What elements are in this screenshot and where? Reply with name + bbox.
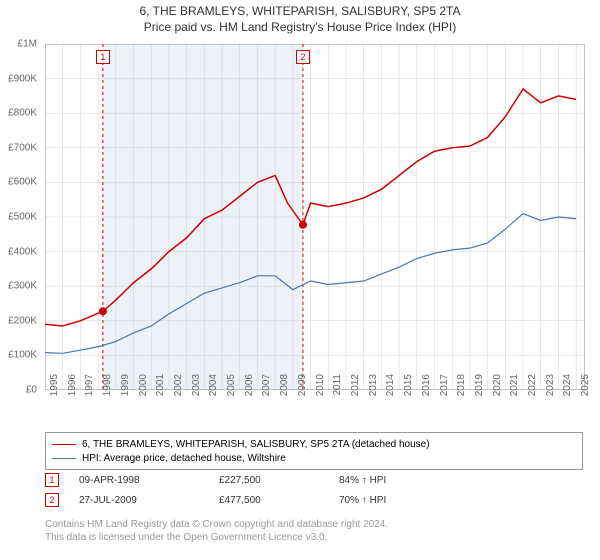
x-axis-label: 2022	[527, 374, 538, 404]
y-axis-label: £300K	[0, 281, 37, 292]
chart-marker-1: 1	[96, 50, 110, 64]
sale-price: £477,500	[219, 495, 339, 506]
x-axis-label: 2008	[279, 374, 290, 404]
x-axis-label: 1998	[102, 374, 113, 404]
x-axis-label: 2024	[562, 374, 573, 404]
y-axis-label: £0	[0, 385, 37, 396]
chart-marker-2: 2	[296, 50, 310, 64]
x-axis-label: 1996	[67, 374, 78, 404]
title-block: 6, THE BRAMLEYS, WHITEPARISH, SALISBURY,…	[0, 0, 600, 34]
legend-label: HPI: Average price, detached house, Wilt…	[82, 453, 286, 464]
x-axis-label: 2021	[509, 374, 520, 404]
chart-subtitle: Price paid vs. HM Land Registry's House …	[0, 20, 600, 34]
y-axis-label: £500K	[0, 212, 37, 223]
footer-line1: Contains HM Land Registry data © Crown c…	[45, 518, 388, 531]
sale-date: 09-APR-1998	[79, 475, 219, 486]
x-axis-label: 2003	[191, 374, 202, 404]
x-axis-label: 1997	[84, 374, 95, 404]
sales-table: 1 09-APR-1998£227,50084% ↑ HPI 2 27-JUL-200…	[45, 470, 459, 510]
x-axis-label: 2006	[244, 374, 255, 404]
chart-title: 6, THE BRAMLEYS, WHITEPARISH, SALISBURY,…	[0, 4, 600, 18]
x-axis-label: 2012	[350, 374, 361, 404]
legend-item: 6, THE BRAMLEYS, WHITEPARISH, SALISBURY,…	[52, 437, 576, 451]
chart-svg	[45, 44, 585, 390]
legend-color-line	[52, 444, 76, 445]
y-axis-label: £1M	[0, 39, 37, 50]
chart-area: £0£100K£200K£300K£400K£500K£600K£700K£80…	[45, 44, 585, 390]
y-axis-label: £800K	[0, 108, 37, 119]
legend-item: HPI: Average price, detached house, Wilt…	[52, 451, 576, 465]
x-axis-label: 2013	[368, 374, 379, 404]
y-axis-label: £900K	[0, 73, 37, 84]
x-axis-label: 2019	[474, 374, 485, 404]
sale-row: 2 27-JUL-2009£477,50070% ↑ HPI	[45, 490, 459, 510]
x-axis-label: 2014	[385, 374, 396, 404]
x-axis-label: 2000	[138, 374, 149, 404]
sale-pct: 70% ↑ HPI	[339, 495, 459, 506]
x-axis-label: 2010	[315, 374, 326, 404]
x-axis-label: 1995	[49, 374, 60, 404]
x-axis-label: 2001	[155, 374, 166, 404]
sale-marker: 1	[45, 473, 59, 487]
y-axis-label: £100K	[0, 350, 37, 361]
x-axis-label: 2017	[439, 374, 450, 404]
x-axis-label: 2005	[226, 374, 237, 404]
legend-color-line	[52, 458, 76, 459]
x-axis-label: 2023	[545, 374, 556, 404]
x-axis-label: 2015	[403, 374, 414, 404]
x-axis-label: 2009	[297, 374, 308, 404]
x-axis-label: 2018	[456, 374, 467, 404]
sale-price: £227,500	[219, 475, 339, 486]
footer: Contains HM Land Registry data © Crown c…	[45, 518, 388, 544]
x-axis-label: 2007	[261, 374, 272, 404]
x-axis-label: 2025	[580, 374, 591, 404]
legend-label: 6, THE BRAMLEYS, WHITEPARISH, SALISBURY,…	[82, 439, 430, 450]
chart-container: 6, THE BRAMLEYS, WHITEPARISH, SALISBURY,…	[0, 0, 600, 560]
x-axis-label: 2016	[421, 374, 432, 404]
x-axis-label: 2002	[173, 374, 184, 404]
sale-pct: 84% ↑ HPI	[339, 475, 459, 486]
sale-row: 1 09-APR-1998£227,50084% ↑ HPI	[45, 470, 459, 490]
x-axis-label: 2011	[332, 374, 343, 404]
sale-date: 27-JUL-2009	[79, 495, 219, 506]
y-axis-label: £200K	[0, 315, 37, 326]
x-axis-label: 2004	[208, 374, 219, 404]
footer-line2: This data is licensed under the Open Gov…	[45, 531, 388, 544]
x-axis-label: 1999	[120, 374, 131, 404]
x-axis-label: 2020	[492, 374, 503, 404]
sale-marker: 2	[45, 493, 59, 507]
y-axis-label: £400K	[0, 246, 37, 257]
y-axis-label: £600K	[0, 177, 37, 188]
legend: 6, THE BRAMLEYS, WHITEPARISH, SALISBURY,…	[45, 432, 583, 470]
y-axis-label: £700K	[0, 142, 37, 153]
